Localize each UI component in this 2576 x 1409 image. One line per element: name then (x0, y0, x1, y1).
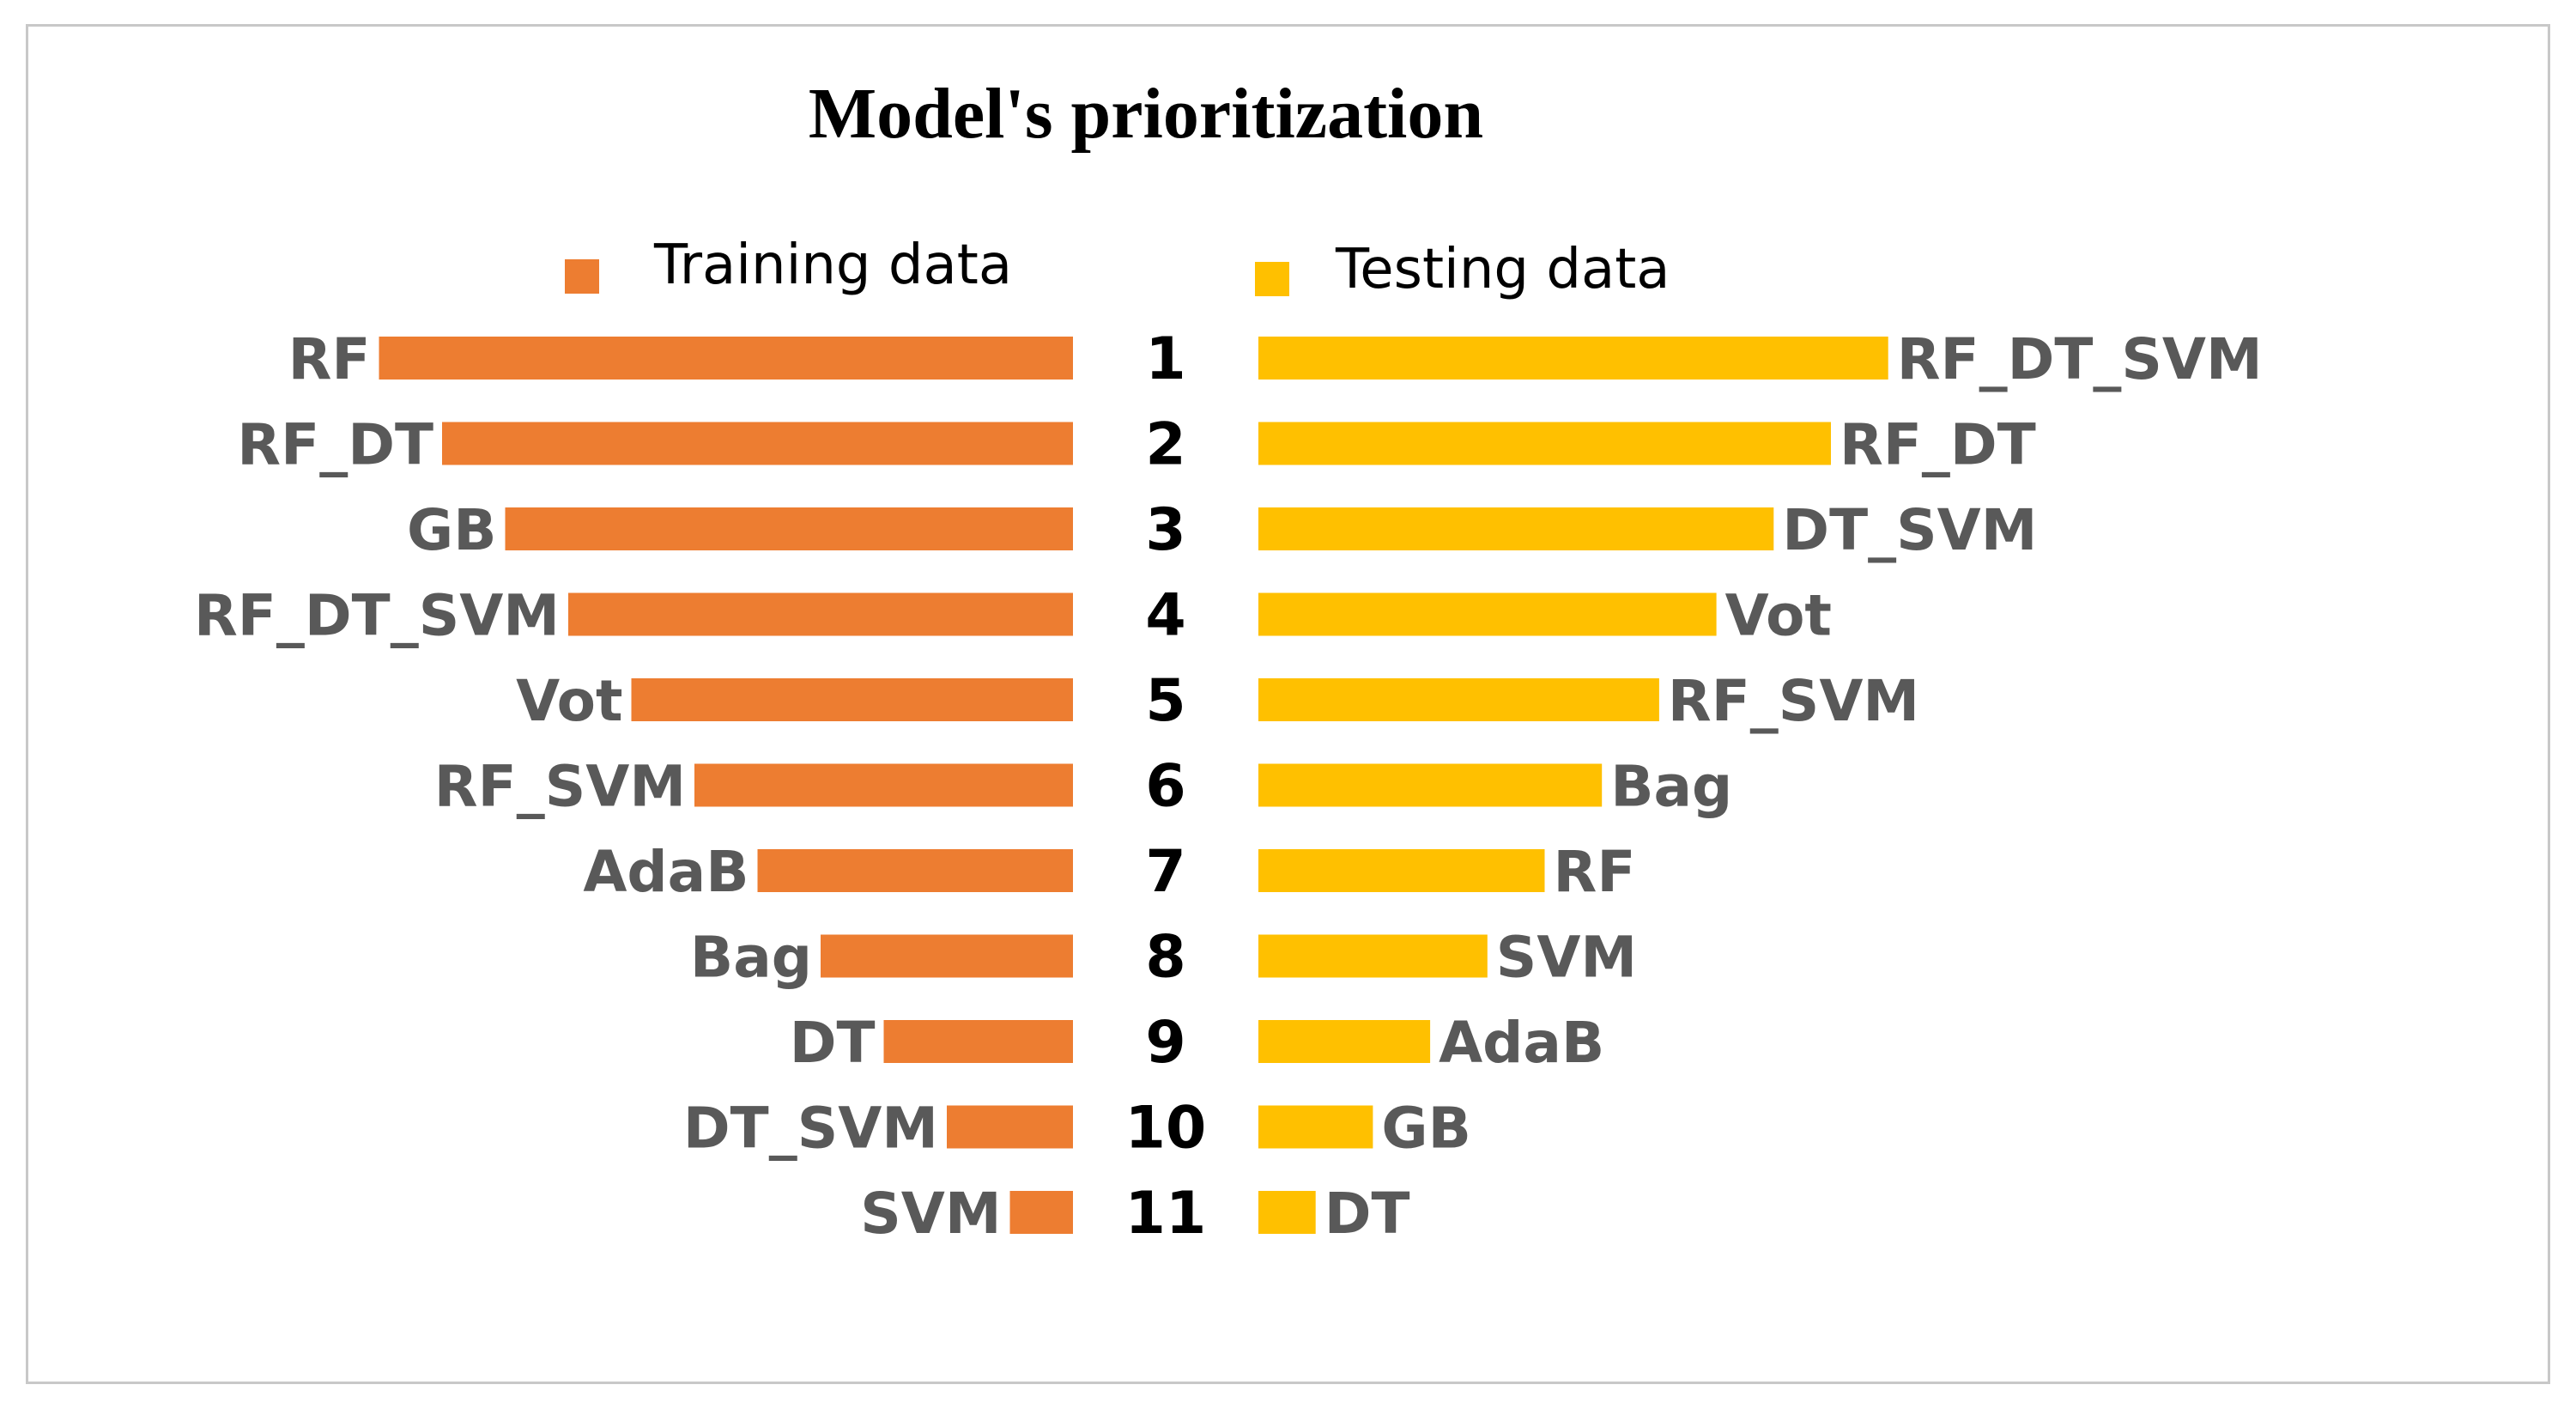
testing-bar (1258, 507, 1774, 550)
testing-bar (1258, 337, 1888, 380)
testing-bar-label: Bag (1610, 754, 1732, 820)
training-bar (821, 934, 1073, 978)
legend: Training data Testing data (565, 234, 1670, 301)
training-bar (379, 337, 1073, 380)
testing-bar-label: Vot (1725, 583, 1832, 649)
legend-swatch-training (565, 259, 599, 294)
training-bar-label: Bag (690, 925, 812, 991)
training-bar-label: RF_SVM (434, 754, 686, 820)
testing-bar (1258, 763, 1603, 807)
testing-bar-label: SVM (1496, 925, 1637, 991)
testing-bar (1258, 592, 1717, 636)
training-bar-label: AdaB (583, 839, 749, 905)
rank-label: 7 (1145, 838, 1185, 906)
testing-bar (1258, 1105, 1373, 1149)
training-bar-label: RF_DT_SVM (194, 583, 560, 649)
training-bar (757, 849, 1073, 892)
testing-bar-label: RF_SVM (1668, 668, 1919, 734)
rank-label: 11 (1125, 1180, 1207, 1248)
testing-bar-label: DT (1324, 1181, 1410, 1247)
testing-bar-label: RF_DT (1840, 412, 2036, 478)
rank-label: 3 (1145, 496, 1185, 564)
testing-bar-label: RF (1554, 839, 1636, 905)
training-bar (631, 678, 1073, 721)
testing-bar-label: RF_DT_SVM (1897, 326, 2263, 392)
training-bar (442, 422, 1073, 465)
training-bar (1009, 1191, 1073, 1234)
training-bar (947, 1105, 1073, 1149)
training-bar-label: Vot (516, 668, 622, 734)
testing-bar (1258, 422, 1831, 465)
testing-bar-label: AdaB (1439, 1010, 1604, 1076)
legend-label-training: Training data (653, 234, 1012, 297)
testing-bar-label: DT_SVM (1782, 497, 2037, 563)
training-bar-label: GB (407, 497, 496, 563)
chart-title: Model's prioritization (809, 74, 1483, 154)
training-bar-label: RF_DT (237, 412, 433, 478)
rank-label: 10 (1125, 1095, 1207, 1163)
rank-label: 4 (1145, 582, 1185, 650)
testing-bar-label: GB (1381, 1096, 1470, 1162)
rank-label: 6 (1145, 753, 1185, 821)
training-bar (883, 1020, 1073, 1063)
training-bar-label: RF (288, 326, 371, 392)
training-bar-label: SVM (860, 1181, 1001, 1247)
bars-layer: 1 RF RF_DT_SVM 2 RF_DT RF_DT 3 GB DT_SVM 4 RF_DT_S… (194, 325, 2263, 1248)
rank-label: 9 (1145, 1009, 1185, 1077)
training-bar (694, 763, 1073, 807)
training-bar (505, 507, 1073, 550)
rank-label: 5 (1145, 667, 1185, 735)
testing-bar (1258, 678, 1659, 721)
rank-label: 2 (1145, 411, 1185, 479)
training-bar (568, 592, 1073, 636)
legend-label-testing: Testing data (1335, 238, 1670, 301)
legend-swatch-testing (1255, 262, 1289, 296)
training-bar-label: DT_SVM (683, 1096, 938, 1162)
training-bar-label: DT (790, 1010, 876, 1076)
testing-bar (1258, 1191, 1316, 1234)
rank-label: 1 (1145, 325, 1185, 393)
testing-bar (1258, 934, 1488, 978)
testing-bar (1258, 849, 1545, 892)
rank-label: 8 (1145, 924, 1185, 992)
testing-bar (1258, 1020, 1431, 1063)
